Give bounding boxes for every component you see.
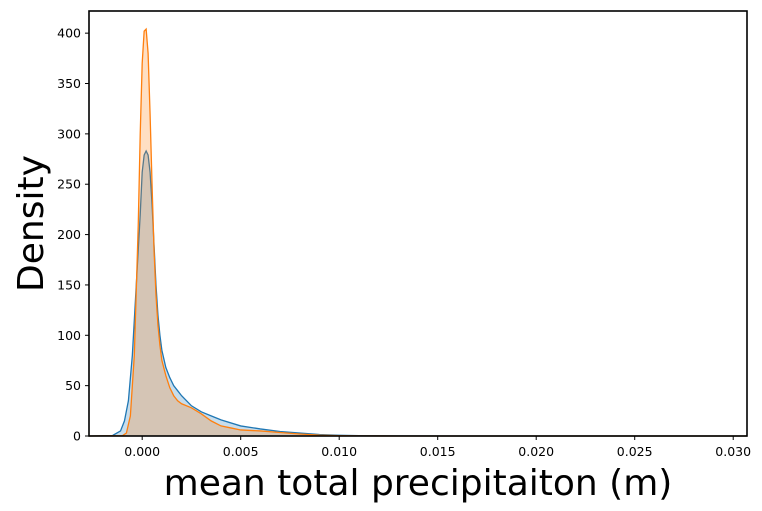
- y-tick-label: 50: [65, 378, 81, 393]
- y-axis-ticks: 0 50 100 150 200 250 300 350 400: [57, 26, 89, 444]
- plot-frame: [88, 10, 748, 437]
- y-tick-label: 200: [57, 227, 81, 242]
- x-tick-label: 0.005: [223, 444, 259, 459]
- y-tick-label: 100: [57, 328, 81, 343]
- series-layer: [88, 27, 748, 437]
- y-tick-label: 300: [57, 126, 81, 141]
- x-tick-label: 0.015: [420, 444, 456, 459]
- x-tick-label: 0.025: [617, 444, 653, 459]
- x-axis-ticks: 0.000 0.005 0.010 0.015 0.020 0.025 0.030: [124, 436, 751, 459]
- y-tick-label: 350: [57, 76, 81, 91]
- series-2-line: [88, 27, 748, 437]
- y-tick-label: 0: [73, 429, 81, 444]
- x-axis-label: mean total precipitaiton (m): [164, 463, 673, 504]
- x-tick-label: 0.020: [518, 444, 554, 459]
- x-tick-label: 0.000: [124, 444, 160, 459]
- y-tick-label: 150: [57, 277, 81, 292]
- y-tick-label: 250: [57, 177, 81, 192]
- series-1-area: [89, 150, 747, 437]
- series-2-area: [89, 29, 747, 436]
- y-axis-label: Density: [11, 155, 52, 292]
- x-tick-label: 0.010: [321, 444, 357, 459]
- y-tick-label: 400: [57, 26, 81, 41]
- x-tick-label: 0.030: [715, 444, 751, 459]
- series-1-line: [88, 149, 748, 437]
